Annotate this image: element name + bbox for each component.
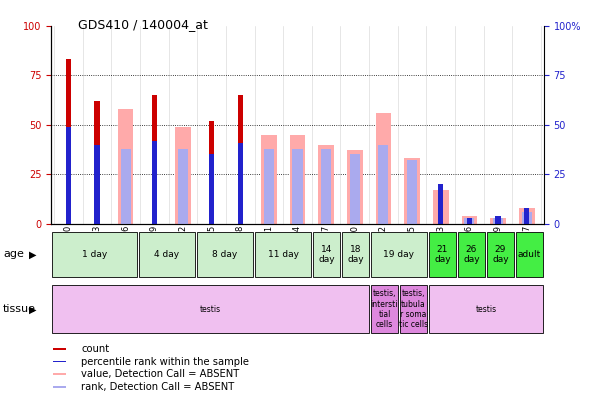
Text: rank, Detection Call = ABSENT: rank, Detection Call = ABSENT: [81, 382, 234, 392]
Bar: [371, 232, 427, 277]
Text: GDS410 / 140004_at: GDS410 / 140004_at: [78, 18, 208, 31]
Text: GSM9897: GSM9897: [322, 225, 331, 265]
Bar: [237, 95, 243, 224]
Bar: [495, 216, 501, 224]
Text: 11 day: 11 day: [267, 250, 299, 259]
Text: 4 day: 4 day: [154, 250, 180, 259]
Bar: [313, 232, 340, 277]
Bar: [404, 158, 420, 224]
Text: GSM9882: GSM9882: [178, 225, 188, 265]
Text: GSM9885: GSM9885: [207, 225, 216, 265]
Text: GSM9867: GSM9867: [522, 225, 531, 265]
Bar: [151, 95, 157, 224]
Text: GSM9888: GSM9888: [236, 225, 245, 265]
Bar: [151, 141, 157, 224]
Text: GSM9894: GSM9894: [293, 225, 302, 265]
Bar: [407, 160, 417, 224]
Text: value, Detection Call = ABSENT: value, Detection Call = ABSENT: [81, 369, 239, 379]
Bar: [139, 232, 195, 277]
Bar: [53, 348, 66, 350]
Bar: [350, 154, 360, 224]
Bar: [237, 143, 243, 224]
Text: 21
day: 21 day: [434, 245, 451, 264]
Bar: [371, 286, 398, 333]
Bar: [458, 232, 485, 277]
Bar: [467, 218, 472, 224]
Bar: [522, 212, 532, 224]
Text: 26
day: 26 day: [463, 245, 480, 264]
Text: 19 day: 19 day: [383, 250, 415, 259]
Text: GSM9909: GSM9909: [493, 225, 502, 265]
Bar: [53, 373, 66, 375]
Bar: [209, 121, 214, 224]
Bar: [52, 286, 369, 333]
Text: 18
day: 18 day: [347, 245, 364, 264]
Bar: [429, 286, 543, 333]
Text: ▶: ▶: [29, 304, 36, 314]
Bar: [379, 145, 388, 224]
Text: tissue: tissue: [3, 304, 36, 314]
Bar: [319, 145, 334, 224]
Bar: [493, 218, 503, 224]
Bar: [516, 232, 543, 277]
Bar: [429, 232, 456, 277]
Text: GSM9879: GSM9879: [150, 225, 159, 265]
Bar: [94, 101, 100, 224]
Bar: [94, 145, 100, 224]
Bar: [66, 127, 71, 224]
Bar: [52, 232, 137, 277]
Bar: [178, 148, 188, 224]
Text: 29
day: 29 day: [492, 245, 508, 264]
Bar: [321, 148, 331, 224]
Text: 8 day: 8 day: [212, 250, 237, 259]
Bar: [490, 218, 506, 224]
Text: testis,
tubula
r soma
tic cells: testis, tubula r soma tic cells: [399, 289, 428, 329]
Bar: [487, 232, 514, 277]
Bar: [197, 232, 253, 277]
Text: age: age: [3, 249, 24, 259]
Bar: [376, 113, 391, 224]
Text: GSM9912: GSM9912: [379, 225, 388, 265]
Bar: [400, 286, 427, 333]
Bar: [524, 208, 529, 224]
Text: GSM9903: GSM9903: [436, 225, 445, 265]
Text: adult: adult: [518, 250, 541, 259]
Text: GSM9870: GSM9870: [64, 225, 73, 265]
Bar: [519, 208, 535, 224]
Text: count: count: [81, 344, 109, 354]
Bar: [121, 148, 130, 224]
Bar: [175, 127, 191, 224]
Text: GSM9915: GSM9915: [407, 225, 416, 265]
Bar: [66, 59, 71, 224]
Text: GSM9876: GSM9876: [121, 225, 130, 265]
Bar: [261, 135, 276, 224]
Bar: [53, 361, 66, 362]
Text: GSM9900: GSM9900: [350, 225, 359, 265]
Text: GSM9873: GSM9873: [93, 225, 102, 265]
Text: testis,
intersti
tial
cells: testis, intersti tial cells: [371, 289, 398, 329]
Bar: [293, 148, 302, 224]
Bar: [462, 216, 477, 224]
Bar: [342, 232, 369, 277]
Bar: [264, 148, 274, 224]
Bar: [209, 154, 214, 224]
Text: 14
day: 14 day: [318, 245, 335, 264]
Text: GSM9906: GSM9906: [465, 225, 474, 265]
Text: percentile rank within the sample: percentile rank within the sample: [81, 356, 249, 367]
Text: testis: testis: [475, 305, 496, 314]
Bar: [438, 184, 444, 224]
Text: ▶: ▶: [29, 249, 36, 259]
Bar: [118, 109, 133, 224]
Text: 1 day: 1 day: [82, 250, 107, 259]
Bar: [465, 218, 474, 224]
Text: testis: testis: [200, 305, 221, 314]
Bar: [53, 386, 66, 388]
Bar: [433, 190, 448, 224]
Bar: [290, 135, 305, 224]
Text: GSM9891: GSM9891: [264, 225, 273, 265]
Bar: [255, 232, 311, 277]
Bar: [347, 150, 362, 224]
